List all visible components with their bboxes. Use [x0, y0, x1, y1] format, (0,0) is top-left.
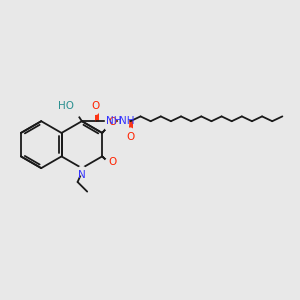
Circle shape [74, 110, 80, 116]
Text: HO: HO [58, 100, 74, 110]
Bar [118, 117, 128, 125]
Text: O: O [126, 132, 134, 142]
Text: NH: NH [119, 116, 135, 126]
Circle shape [128, 128, 133, 134]
Text: O: O [108, 116, 116, 127]
Circle shape [93, 109, 98, 114]
Text: O: O [109, 157, 117, 167]
Circle shape [105, 124, 110, 130]
Circle shape [78, 167, 86, 175]
Text: NH: NH [106, 116, 122, 126]
Circle shape [105, 159, 111, 164]
Text: N: N [78, 170, 86, 180]
Text: O: O [92, 100, 100, 110]
Bar [105, 117, 116, 125]
